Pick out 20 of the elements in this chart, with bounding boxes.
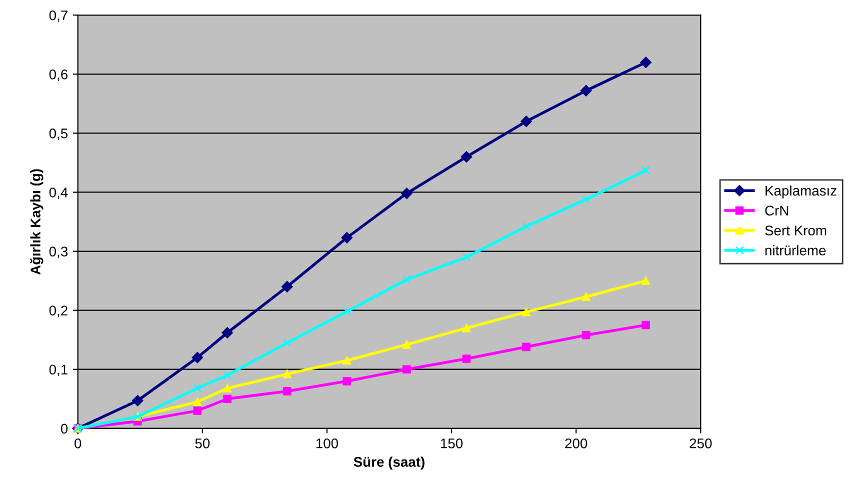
y-tick-label: 0,1 <box>49 364 68 376</box>
y-tick-label: 0,6 <box>49 69 68 81</box>
x-tick-label: 50 <box>195 438 210 448</box>
y-axis-title: Ağırlık Kaybı (g) <box>30 169 44 275</box>
y-tick-label: 0,7 <box>49 10 68 22</box>
y-tick-label: 0,3 <box>49 246 68 258</box>
legend-label: Kaplamasız <box>766 185 836 198</box>
y-tick-label: 0,2 <box>49 306 68 318</box>
legend-label: nitrürleme <box>765 245 826 256</box>
legend-label: CrN <box>765 206 788 216</box>
x-tick-label: 0 <box>74 438 82 448</box>
x-tick-label: 100 <box>316 438 338 448</box>
y-tick-label: 0,5 <box>49 128 68 140</box>
x-tick-label: 150 <box>441 438 463 448</box>
x-tick-label: 250 <box>690 438 712 448</box>
x-axis-title: Süre (saat) <box>354 456 424 470</box>
legend-label: Sert Krom <box>765 226 826 236</box>
y-tick-label: 0 <box>60 424 68 434</box>
y-tick-label: 0,4 <box>49 188 68 200</box>
x-tick-label: 200 <box>565 438 588 448</box>
